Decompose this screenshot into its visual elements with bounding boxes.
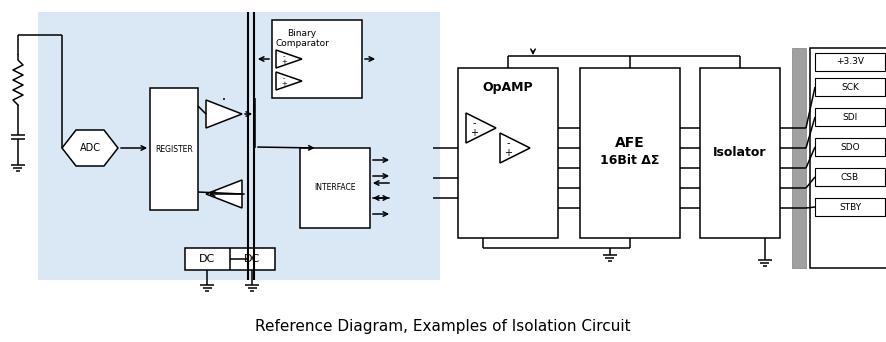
Text: CSB: CSB — [841, 172, 859, 182]
Text: SDO: SDO — [840, 143, 859, 152]
Text: SDI: SDI — [843, 113, 858, 121]
Text: -: - — [283, 75, 285, 81]
Text: -: - — [506, 138, 509, 148]
Text: OpAMP: OpAMP — [483, 81, 533, 94]
Bar — [815, 53, 885, 71]
Text: -: - — [472, 118, 476, 128]
Text: +: + — [470, 128, 478, 138]
Text: INTERFACE: INTERFACE — [315, 184, 356, 193]
Bar — [300, 148, 370, 228]
Text: +: + — [504, 148, 512, 158]
Bar — [815, 198, 885, 216]
Bar — [458, 68, 558, 238]
Bar — [792, 48, 806, 268]
Bar — [580, 68, 680, 238]
Text: SCK: SCK — [841, 82, 859, 92]
Text: Comparator: Comparator — [275, 39, 329, 49]
Polygon shape — [62, 130, 118, 166]
Text: ADC: ADC — [80, 143, 100, 153]
Bar — [272, 20, 362, 98]
Polygon shape — [206, 100, 242, 128]
Text: +: + — [281, 59, 287, 65]
Bar — [815, 138, 885, 156]
Bar — [38, 12, 440, 280]
Text: Binary: Binary — [287, 29, 316, 39]
Polygon shape — [276, 72, 302, 90]
Polygon shape — [500, 133, 530, 163]
Text: DC: DC — [245, 254, 260, 264]
Text: AFE: AFE — [615, 136, 645, 150]
Bar — [150, 88, 198, 210]
Text: +: + — [281, 81, 287, 87]
Text: -: - — [283, 53, 285, 59]
Text: Isolator: Isolator — [713, 146, 766, 159]
Polygon shape — [276, 50, 302, 68]
Text: 16Bit ΔΣ: 16Bit ΔΣ — [601, 155, 660, 168]
Bar — [810, 48, 886, 268]
Polygon shape — [206, 180, 242, 208]
Bar — [815, 108, 885, 126]
Text: DC: DC — [199, 254, 215, 264]
Text: STBY: STBY — [839, 202, 861, 211]
Bar — [815, 168, 885, 186]
Bar — [700, 68, 780, 238]
Text: +3.3V: +3.3V — [836, 57, 864, 66]
Bar — [815, 78, 885, 96]
Text: Reference Diagram, Examples of Isolation Circuit: Reference Diagram, Examples of Isolation… — [255, 318, 631, 333]
Bar — [185, 248, 275, 270]
Text: REGISTER: REGISTER — [155, 145, 193, 154]
Polygon shape — [466, 113, 496, 143]
